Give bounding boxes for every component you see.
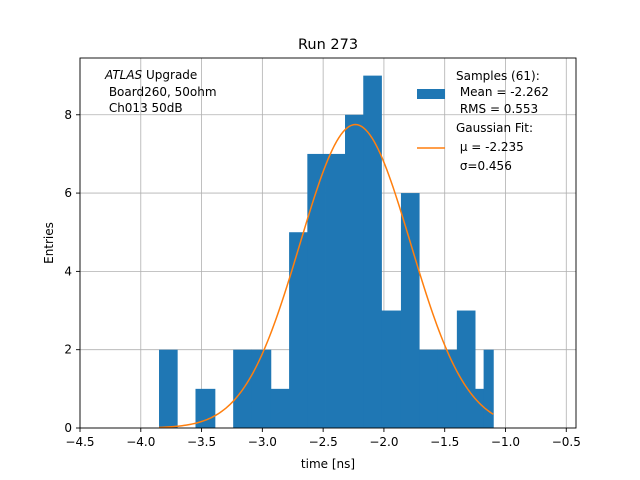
x-tick-label: −1.0 — [491, 435, 520, 449]
legend-fit-mu: μ = -2.235 — [456, 140, 524, 154]
histogram-bar — [400, 193, 420, 428]
x-tick-label: −0.5 — [552, 435, 581, 449]
x-tick-label: −4.5 — [65, 435, 94, 449]
legend: Samples (61): Mean = -2.262 RMS = 0.553 … — [417, 69, 549, 173]
histogram-bar — [159, 349, 178, 428]
x-tick-label: −3.0 — [248, 435, 277, 449]
histogram-bar — [381, 310, 402, 428]
annotation-line-3: Ch013 50dB — [105, 101, 183, 115]
chart-title: Run 273 — [298, 37, 358, 53]
x-tick-label: −4.0 — [126, 435, 155, 449]
histogram-bar — [251, 349, 272, 428]
y-tick-label: 0 — [64, 421, 72, 435]
y-tick-label: 8 — [64, 108, 72, 122]
legend-fit-label: Gaussian Fit: — [456, 121, 533, 135]
legend-fit-sigma: σ=0.456 — [456, 159, 512, 173]
y-tick-label: 2 — [64, 343, 72, 357]
y-axis-label: Entries — [42, 222, 56, 264]
x-tick-label: −2.0 — [369, 435, 398, 449]
annotation-upgrade: Upgrade — [142, 68, 197, 82]
histogram-bar — [289, 232, 308, 428]
histogram-bar — [483, 349, 494, 428]
histogram-bar — [475, 388, 485, 428]
x-axis-label: time [ns] — [301, 457, 355, 471]
legend-samples-label: Samples (61): — [456, 69, 540, 83]
atlas-annotation: ATLAS Upgrade Board260, 50ohm Ch013 50dB — [104, 68, 217, 115]
x-tick-label: −2.5 — [309, 435, 338, 449]
histogram-bar — [325, 153, 346, 429]
x-axis-ticks: −4.5 −4.0 −3.5 −3.0 −2.5 −2.0 −1.5 −1.0 −0.5 — [65, 428, 581, 449]
gaussian-fit — [158, 123, 494, 429]
histogram-bar — [363, 75, 382, 428]
legend-samples-rms: RMS = 0.553 — [456, 102, 538, 116]
legend-samples-swatch — [417, 89, 445, 99]
histogram-bars — [159, 75, 494, 429]
histogram-bar — [456, 310, 476, 428]
x-tick-label: −1.5 — [430, 435, 459, 449]
y-tick-label: 6 — [64, 186, 72, 200]
histogram-bar — [270, 388, 290, 428]
plot-frame — [79, 57, 577, 429]
histogram-bar — [307, 153, 326, 429]
legend-samples-mean: Mean = -2.262 — [456, 85, 549, 99]
y-axis-ticks: 0 2 4 6 8 — [64, 108, 80, 435]
histogram-bar — [345, 114, 364, 428]
annotation-line-2: Board260, 50ohm — [105, 85, 217, 99]
annotation-line-1: ATLAS Upgrade — [104, 68, 197, 82]
fit-curve — [158, 123, 494, 429]
y-tick-label: 4 — [64, 264, 72, 278]
x-tick-label: −3.5 — [187, 435, 216, 449]
histogram-bar — [419, 349, 438, 428]
histogram-bar — [437, 349, 458, 428]
annotation-atlas: ATLAS — [104, 68, 143, 82]
